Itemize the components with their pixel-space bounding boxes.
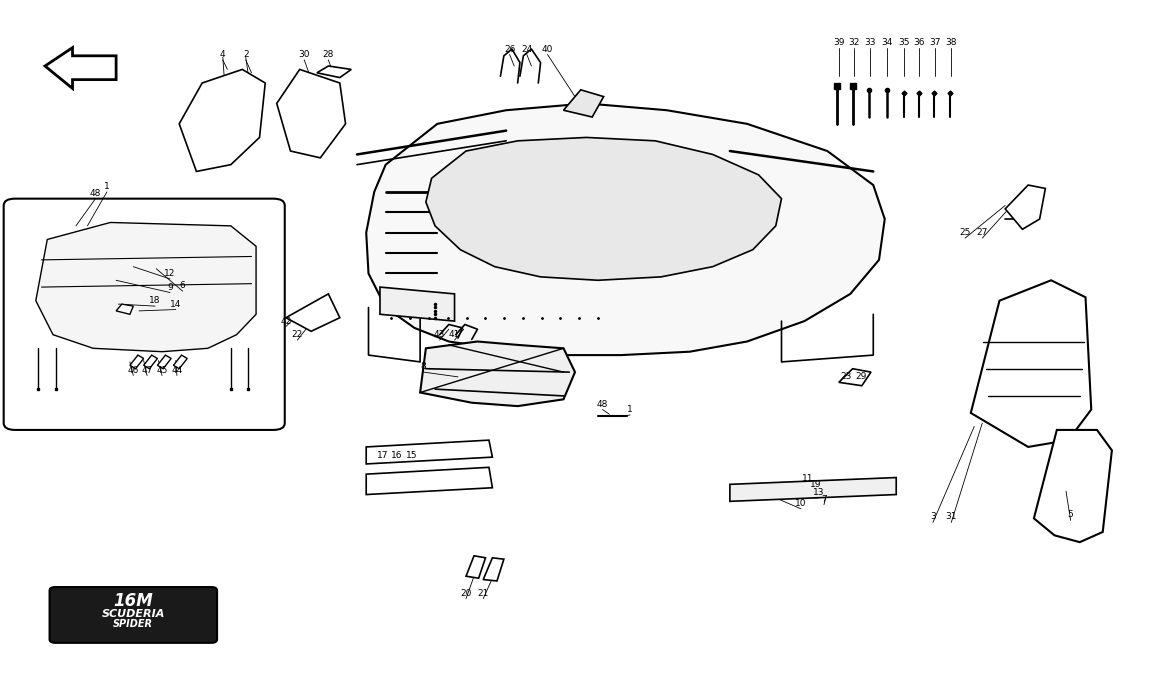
Polygon shape bbox=[971, 280, 1091, 447]
Polygon shape bbox=[420, 342, 575, 406]
Text: 26: 26 bbox=[504, 44, 515, 53]
Text: 39: 39 bbox=[833, 38, 844, 46]
Polygon shape bbox=[68, 250, 156, 335]
Text: 48: 48 bbox=[597, 400, 608, 408]
Polygon shape bbox=[426, 137, 782, 280]
Text: 22: 22 bbox=[292, 330, 302, 339]
Text: 34: 34 bbox=[881, 38, 892, 46]
Polygon shape bbox=[130, 355, 144, 369]
Text: 10: 10 bbox=[796, 499, 807, 508]
Text: 41: 41 bbox=[448, 330, 460, 339]
Text: 18: 18 bbox=[150, 296, 161, 305]
Polygon shape bbox=[286, 294, 339, 331]
Text: 45: 45 bbox=[156, 365, 168, 374]
Text: 35: 35 bbox=[898, 38, 910, 46]
Text: 37: 37 bbox=[929, 38, 941, 46]
Text: 3: 3 bbox=[930, 512, 936, 522]
Text: 23: 23 bbox=[840, 372, 851, 381]
Polygon shape bbox=[838, 369, 871, 386]
Text: 30: 30 bbox=[299, 50, 310, 59]
Polygon shape bbox=[179, 70, 266, 171]
Text: SPIDER: SPIDER bbox=[114, 619, 153, 630]
Text: 19: 19 bbox=[810, 480, 821, 489]
Text: 32: 32 bbox=[848, 38, 859, 46]
Polygon shape bbox=[466, 556, 485, 579]
Text: 4: 4 bbox=[220, 50, 225, 59]
Text: 2: 2 bbox=[243, 50, 248, 59]
Polygon shape bbox=[1005, 185, 1045, 229]
Text: 44: 44 bbox=[171, 365, 183, 374]
Polygon shape bbox=[564, 90, 604, 117]
Text: 28: 28 bbox=[323, 50, 334, 59]
Text: 1: 1 bbox=[104, 182, 109, 191]
Text: 15: 15 bbox=[406, 451, 417, 460]
Text: 16M: 16M bbox=[114, 592, 153, 611]
FancyBboxPatch shape bbox=[3, 199, 285, 430]
Polygon shape bbox=[158, 355, 171, 369]
Text: 47: 47 bbox=[141, 365, 153, 374]
Text: 24: 24 bbox=[521, 44, 532, 53]
Text: 21: 21 bbox=[477, 589, 489, 598]
Text: 20: 20 bbox=[460, 589, 471, 598]
Text: 36: 36 bbox=[913, 38, 925, 46]
Polygon shape bbox=[174, 355, 187, 369]
FancyBboxPatch shape bbox=[49, 587, 217, 643]
Text: 16: 16 bbox=[391, 451, 402, 460]
Text: 31: 31 bbox=[945, 512, 957, 522]
Text: 9: 9 bbox=[167, 283, 172, 292]
Polygon shape bbox=[730, 477, 896, 501]
Text: 17: 17 bbox=[376, 451, 388, 460]
Text: 14: 14 bbox=[170, 300, 182, 309]
Text: 42: 42 bbox=[281, 317, 292, 326]
Text: 43: 43 bbox=[434, 330, 445, 339]
Polygon shape bbox=[317, 66, 351, 78]
Text: 48: 48 bbox=[90, 189, 101, 197]
Text: 13: 13 bbox=[812, 488, 823, 497]
Polygon shape bbox=[483, 558, 504, 581]
Polygon shape bbox=[366, 103, 884, 355]
Text: 38: 38 bbox=[945, 38, 957, 46]
Polygon shape bbox=[380, 287, 454, 321]
Polygon shape bbox=[45, 48, 116, 89]
Text: 12: 12 bbox=[164, 269, 176, 278]
Text: 5: 5 bbox=[1067, 510, 1073, 520]
Polygon shape bbox=[36, 223, 256, 352]
Text: 40: 40 bbox=[542, 44, 553, 53]
Polygon shape bbox=[144, 355, 158, 369]
Text: 6: 6 bbox=[179, 281, 185, 290]
Polygon shape bbox=[277, 70, 345, 158]
Text: 7: 7 bbox=[821, 494, 827, 504]
Text: 29: 29 bbox=[854, 372, 866, 381]
Polygon shape bbox=[366, 467, 492, 494]
Polygon shape bbox=[366, 440, 492, 464]
Text: 25: 25 bbox=[959, 228, 971, 237]
Text: 1: 1 bbox=[627, 405, 632, 414]
Polygon shape bbox=[1034, 430, 1112, 542]
Polygon shape bbox=[116, 304, 133, 314]
Text: 8: 8 bbox=[421, 362, 427, 371]
Text: 11: 11 bbox=[803, 475, 814, 484]
Text: 33: 33 bbox=[864, 38, 875, 46]
Text: 27: 27 bbox=[976, 228, 988, 237]
Text: 46: 46 bbox=[128, 365, 139, 374]
Text: SCUDERIA: SCUDERIA bbox=[101, 609, 164, 619]
